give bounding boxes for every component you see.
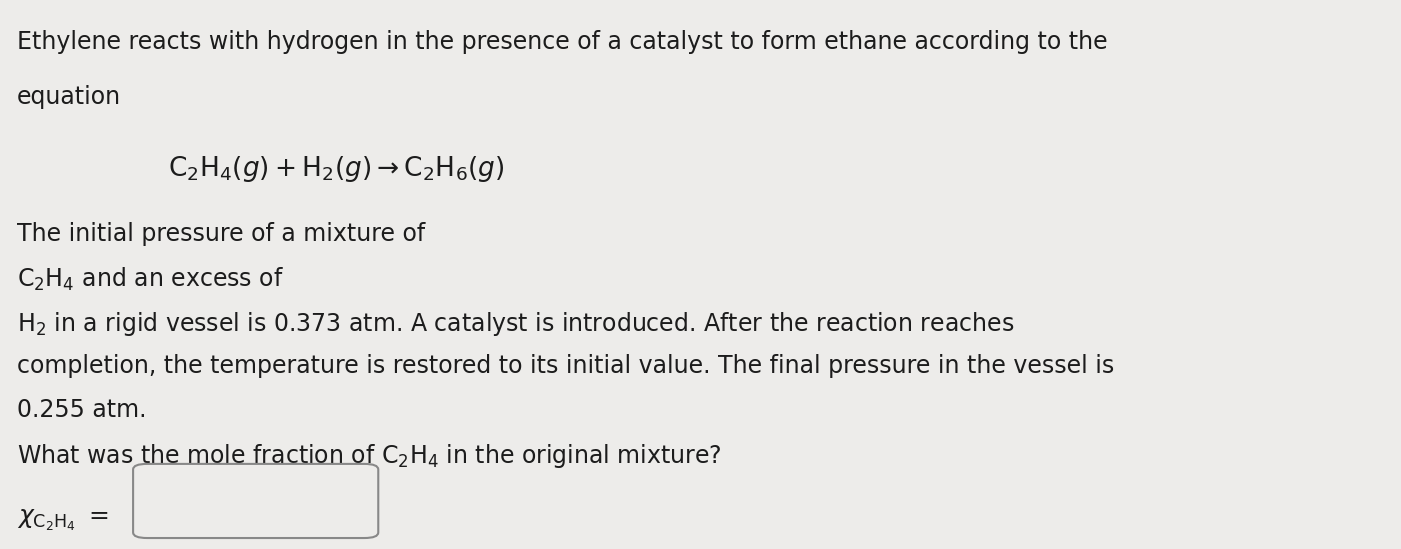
Text: $\mathit{\chi}_{\mathregular{C_2H_4}}$ $=$: $\mathit{\chi}_{\mathregular{C_2H_4}}$ $… (17, 508, 109, 533)
Text: $\mathregular{C_2H_4}(g) + \mathregular{H_2}(g) \rightarrow \mathregular{C_2H_6}: $\mathregular{C_2H_4}(g) + \mathregular{… (168, 154, 504, 184)
Text: completion, the temperature is restored to its initial value. The final pressure: completion, the temperature is restored … (17, 354, 1114, 378)
Text: The initial pressure of a mixture of: The initial pressure of a mixture of (17, 222, 425, 247)
Text: equation: equation (17, 85, 120, 109)
Text: What was the mole fraction of $\mathregular{C_2H_4}$ in the original mixture?: What was the mole fraction of $\mathregu… (17, 442, 722, 470)
FancyBboxPatch shape (133, 464, 378, 538)
Text: $\mathregular{C_2H_4}$ and an excess of: $\mathregular{C_2H_4}$ and an excess of (17, 266, 284, 294)
Text: Ethylene reacts with hydrogen in the presence of a catalyst to form ethane accor: Ethylene reacts with hydrogen in the pre… (17, 30, 1107, 54)
Text: 0.255 atm.: 0.255 atm. (17, 398, 146, 422)
Text: $\mathregular{H_2}$ in a rigid vessel is 0.373 atm. A catalyst is introduced. Af: $\mathregular{H_2}$ in a rigid vessel is… (17, 310, 1014, 338)
